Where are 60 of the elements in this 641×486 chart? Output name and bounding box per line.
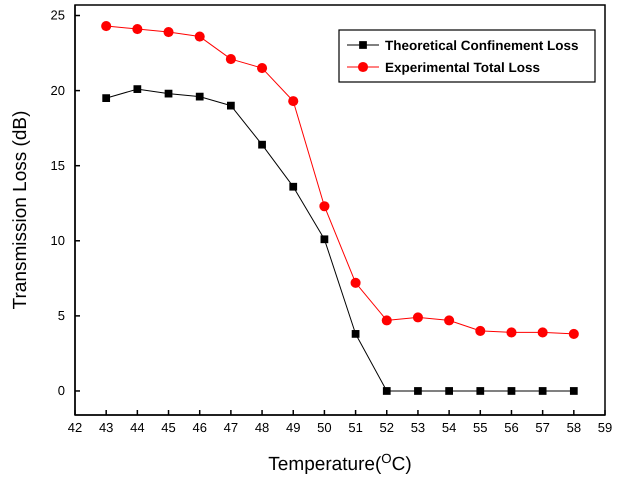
point <box>133 85 142 93</box>
point <box>412 312 423 322</box>
x-tick-label: 57 <box>535 420 550 436</box>
point <box>194 32 205 42</box>
x-tick-label: 47 <box>224 420 238 436</box>
point <box>445 387 453 395</box>
point <box>538 327 548 338</box>
x-tick-label: 54 <box>442 420 456 436</box>
point <box>568 328 579 339</box>
point <box>102 94 110 102</box>
x-tick-label: 45 <box>161 420 176 436</box>
legend-label: Theoretical Confinement Loss <box>385 38 579 53</box>
point <box>258 140 266 149</box>
point <box>508 387 516 395</box>
legend-label: Experimental Total Loss <box>385 60 540 75</box>
x-tick-label: 42 <box>68 420 82 436</box>
x-tick-label: 48 <box>254 420 270 436</box>
x-tick-label: 46 <box>192 420 207 436</box>
x-tick-label: 44 <box>130 420 145 436</box>
point <box>257 63 268 74</box>
point <box>226 54 236 64</box>
point <box>227 102 235 110</box>
point <box>382 387 391 395</box>
point <box>570 387 578 395</box>
point <box>164 90 172 98</box>
point <box>320 235 328 244</box>
point <box>444 315 454 326</box>
x-axis-title: Temperature($^{O}$C) <box>268 450 412 475</box>
y-axis-title: Transmission Loss (dB) <box>10 110 31 310</box>
y-tick-label: 15 <box>50 158 65 173</box>
x-tick-label: 43 <box>98 420 114 436</box>
point <box>506 327 517 338</box>
point <box>476 387 484 395</box>
point <box>101 20 112 32</box>
x-tick-label: 59 <box>598 420 612 436</box>
x-tick-label: 52 <box>380 420 394 436</box>
x-tick-label: 56 <box>504 420 519 436</box>
point <box>538 387 547 395</box>
y-tick-label: 0 <box>58 383 65 398</box>
point <box>319 201 330 212</box>
x-tick-label: 55 <box>473 420 488 436</box>
point <box>163 26 174 38</box>
y-tick-label: 20 <box>50 82 65 98</box>
point <box>289 182 298 191</box>
point <box>288 96 298 106</box>
x-tick-label: 50 <box>317 420 332 436</box>
point <box>350 278 361 288</box>
point <box>196 92 204 100</box>
x-tick-label: 53 <box>410 420 426 436</box>
x-tick-label: 58 <box>566 420 582 436</box>
x-tick-label: 49 <box>286 420 300 436</box>
y-tick-label: 25 <box>50 8 65 23</box>
x-tick-label: 51 <box>348 420 363 436</box>
y-tick-label: 10 <box>50 232 65 248</box>
y-tick-label: 5 <box>58 308 65 324</box>
point <box>132 24 142 34</box>
point <box>475 326 486 336</box>
point <box>414 387 422 395</box>
point <box>382 315 392 326</box>
point <box>352 330 360 338</box>
